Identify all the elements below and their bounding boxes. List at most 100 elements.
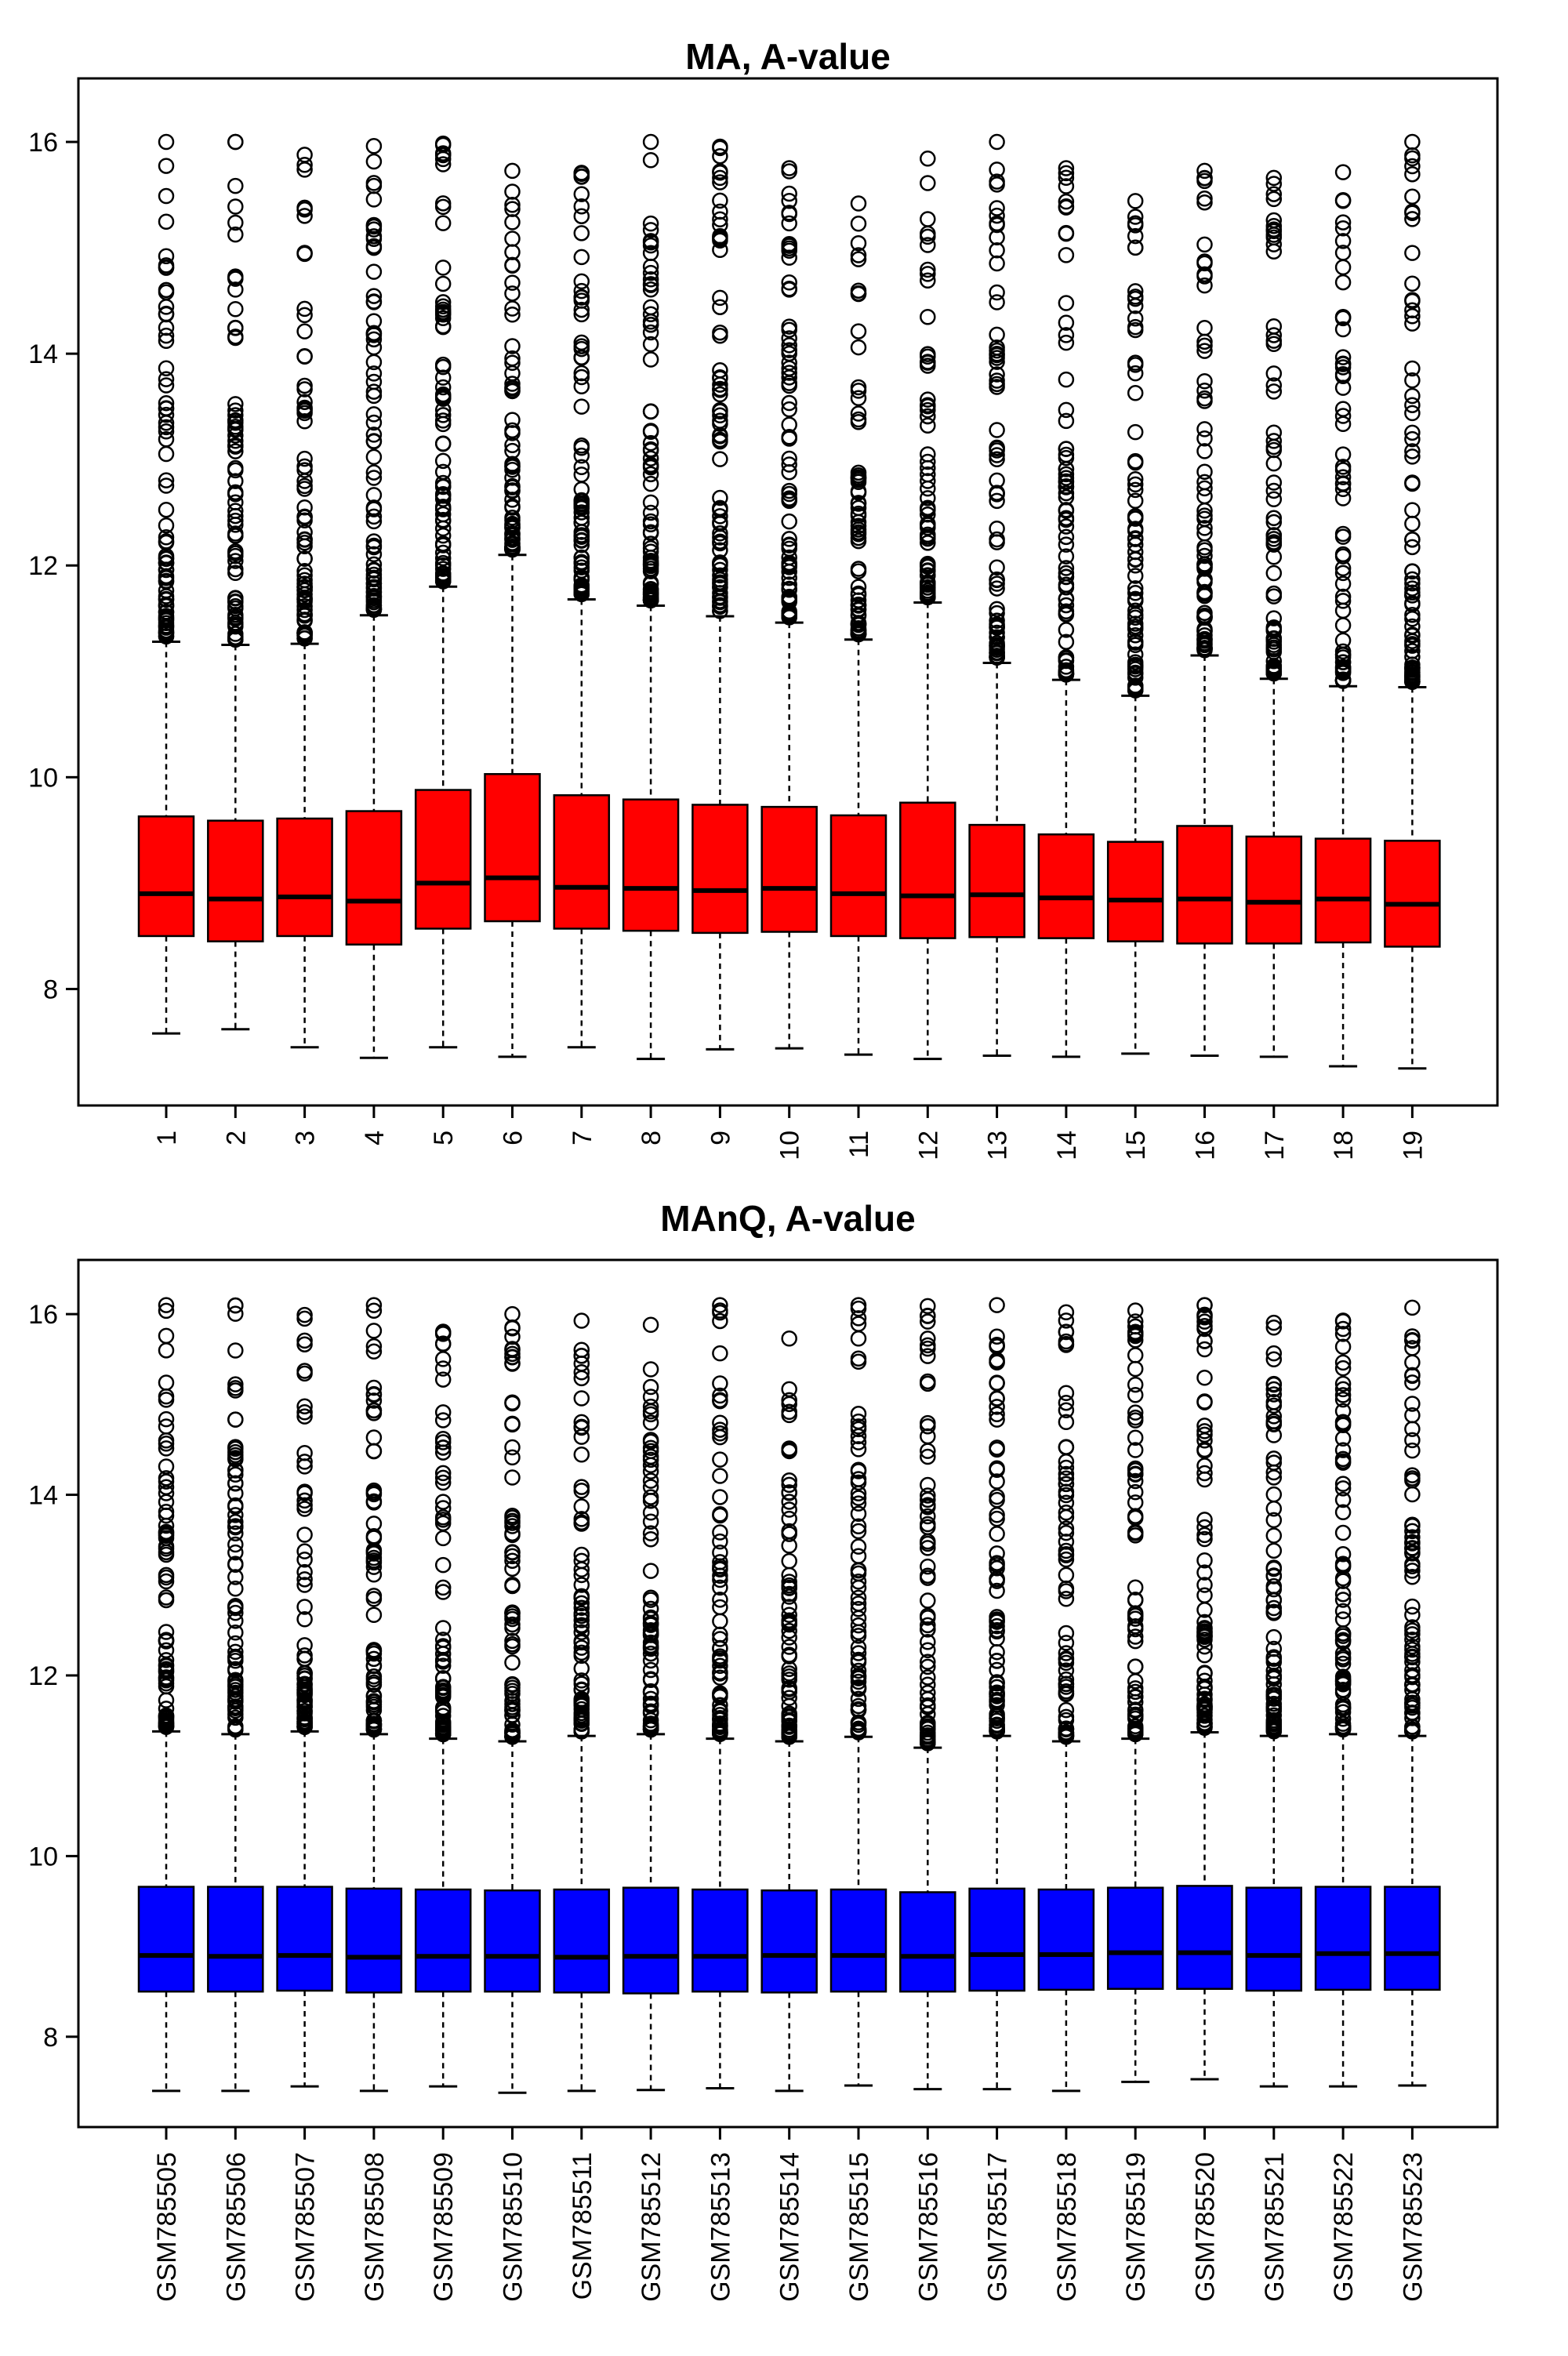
outlier-point bbox=[1265, 1592, 1283, 1609]
outlier-point bbox=[1058, 334, 1075, 351]
outlier-point bbox=[1404, 664, 1421, 681]
outlier-point bbox=[158, 281, 175, 299]
outlier-point bbox=[227, 1544, 244, 1561]
box-GSM785521: GSM785521 bbox=[1245, 1314, 1303, 2302]
iqr-box bbox=[137, 1886, 195, 1993]
outlier-point bbox=[365, 1545, 383, 1562]
outlier-point bbox=[227, 198, 244, 215]
outlier-point bbox=[1334, 1391, 1352, 1408]
outlier-point bbox=[1404, 595, 1421, 612]
x-tick-label: GSM785516 bbox=[913, 2152, 943, 2302]
outlier-point bbox=[227, 1439, 244, 1455]
outlier-point bbox=[850, 561, 867, 577]
outlier-point bbox=[989, 637, 1005, 654]
outlier-point bbox=[1334, 1375, 1352, 1392]
outlier-point bbox=[781, 280, 797, 297]
outlier-point bbox=[296, 1363, 313, 1379]
outlier-point bbox=[1127, 354, 1144, 371]
outlier-point bbox=[642, 1525, 659, 1541]
outlier-point bbox=[642, 1378, 659, 1396]
outlier-point bbox=[781, 1577, 797, 1594]
outlier-point bbox=[1058, 1453, 1075, 1470]
outlier-point bbox=[920, 1298, 936, 1315]
x-tick-label: 18 bbox=[1329, 1131, 1359, 1160]
outlier-point bbox=[1265, 1605, 1283, 1621]
x-tick-label: GSM785510 bbox=[499, 2152, 528, 2302]
outlier-point bbox=[504, 1349, 521, 1366]
outlier-points bbox=[1265, 1314, 1283, 1740]
outlier-point bbox=[1404, 405, 1421, 422]
outlier-point bbox=[1334, 1312, 1352, 1329]
outlier-point bbox=[781, 235, 797, 252]
outlier-point bbox=[920, 1414, 936, 1432]
outlier-point bbox=[1058, 1520, 1075, 1537]
outlier-point bbox=[1058, 295, 1075, 311]
outlier-point bbox=[989, 216, 1005, 234]
outlier-point bbox=[365, 448, 383, 466]
outlier-point bbox=[781, 369, 797, 386]
outlier-point bbox=[573, 554, 590, 571]
outlier-point bbox=[1127, 580, 1144, 597]
outlier-point bbox=[434, 146, 452, 163]
outlier-point bbox=[850, 615, 867, 631]
outlier-point bbox=[712, 147, 728, 165]
outlier-point bbox=[642, 281, 659, 298]
outlier-point bbox=[434, 1494, 452, 1510]
outlier-point bbox=[642, 336, 659, 353]
outlier-point bbox=[989, 492, 1005, 510]
outlier-point bbox=[1334, 1651, 1352, 1668]
outlier-point bbox=[642, 324, 659, 341]
outlier-point bbox=[1058, 1662, 1075, 1679]
outlier-point bbox=[504, 1604, 521, 1621]
box-18: 18 bbox=[1314, 164, 1372, 1160]
outlier-point bbox=[227, 1382, 244, 1399]
outlier-point bbox=[1265, 588, 1283, 604]
outlier-point bbox=[158, 213, 175, 230]
outlier-point bbox=[573, 1588, 590, 1605]
outlier-point bbox=[712, 1421, 728, 1438]
outlier-point bbox=[573, 437, 590, 454]
outlier-point bbox=[1127, 510, 1144, 527]
outlier-point bbox=[989, 162, 1005, 178]
outlier-point bbox=[573, 1446, 590, 1463]
iqr-box bbox=[1176, 825, 1233, 945]
outlier-point bbox=[1404, 610, 1421, 627]
outlier-point bbox=[1265, 1715, 1283, 1732]
outlier-point bbox=[296, 1650, 313, 1668]
outlier-point bbox=[1196, 1679, 1213, 1696]
outlier-point bbox=[989, 1461, 1005, 1479]
outlier-point bbox=[642, 270, 659, 288]
outlier-point bbox=[850, 1418, 867, 1435]
outlier-point bbox=[1058, 165, 1075, 182]
outlier-point bbox=[989, 1411, 1005, 1428]
outlier-point bbox=[1196, 390, 1213, 407]
outlier-points bbox=[434, 1323, 452, 1743]
outlier-point bbox=[1265, 1676, 1283, 1693]
outlier-point bbox=[712, 386, 728, 403]
outlier-points bbox=[850, 195, 867, 643]
outlier-point bbox=[1127, 227, 1144, 245]
outlier-point bbox=[504, 1638, 521, 1655]
outlier-point bbox=[1404, 648, 1421, 666]
iqr-box bbox=[1037, 833, 1095, 939]
iqr-box bbox=[553, 794, 611, 930]
x-tick-label: GSM785509 bbox=[429, 2152, 459, 2302]
outlier-point bbox=[573, 1577, 590, 1593]
outlier-point bbox=[850, 1353, 867, 1370]
outlier-point bbox=[1404, 360, 1421, 377]
outlier-point bbox=[573, 1348, 590, 1364]
outlier-point bbox=[1196, 1313, 1213, 1330]
outlier-point bbox=[573, 1697, 590, 1715]
outlier-point bbox=[712, 1387, 728, 1404]
outlier-point bbox=[1058, 1304, 1075, 1321]
box-9: 9 bbox=[691, 138, 749, 1145]
outlier-point bbox=[1196, 333, 1213, 350]
outlier-point bbox=[365, 153, 383, 170]
outlier-point bbox=[1334, 1676, 1352, 1693]
outlier-point bbox=[1265, 1314, 1283, 1331]
outlier-point bbox=[642, 258, 659, 275]
outlier-point bbox=[642, 1316, 659, 1334]
outlier-point bbox=[989, 1697, 1005, 1713]
outlier-point bbox=[1334, 1480, 1352, 1497]
